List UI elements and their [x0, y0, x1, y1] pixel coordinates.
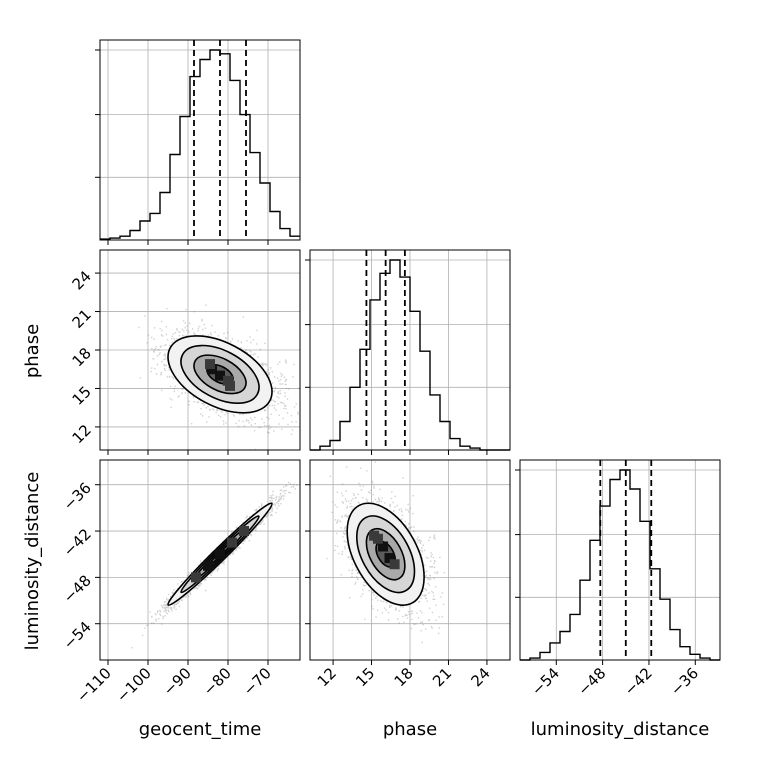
joint-geocent-time-phase-peak-cell-4	[225, 380, 235, 391]
y-tick-phase-4: 24	[69, 267, 95, 293]
x-tick-geocent-time-1: −100	[113, 664, 155, 706]
joint-geocent-time-phase	[138, 304, 300, 450]
joint-geocent-time-luminosity-distance-peak-cell-3	[191, 572, 201, 583]
histogram-luminosity-distance	[520, 469, 720, 661]
joint-geocent-time-luminosity-distance-peak-cell-1	[215, 549, 225, 560]
joint-geocent-time-phase-peak-cell-2	[223, 375, 233, 386]
x-tick-luminosity-distance-3: −36	[667, 664, 702, 699]
x-tick-phase-2: 18	[391, 664, 417, 690]
joint-geocent-time-phase-peak-cell-0	[207, 364, 217, 375]
y-tick-phase-3: 21	[69, 306, 95, 332]
x-tick-luminosity-distance-2: −42	[621, 664, 656, 699]
x-tick-geocent-time-3: −80	[200, 664, 235, 699]
x-axis-label-phase: phase	[383, 719, 437, 740]
x-tick-phase-1: 15	[352, 664, 378, 690]
x-axis-label-geocent-time: geocent_time	[139, 719, 262, 740]
y-tick-phase-1: 15	[69, 383, 95, 409]
joint-geocent-time-phase-peak-cell-3	[205, 359, 215, 370]
x-tick-geocent-time-2: −90	[160, 664, 195, 699]
y-tick-luminosity-distance-2: −42	[60, 525, 95, 560]
y-tick-luminosity-distance-3: −36	[60, 479, 95, 514]
histogram-geocent-time	[100, 49, 300, 240]
joint-phase-luminosity-distance-peak-cell-1	[384, 553, 395, 564]
joint-geocent-time-luminosity-distance-peak-cell-4	[239, 526, 249, 537]
x-tick-geocent-time-0: −110	[73, 664, 115, 706]
y-tick-phase-2: 18	[69, 344, 95, 370]
histogram-phase	[310, 259, 510, 451]
joint-phase-luminosity-distance-peak-cell-4	[369, 530, 380, 541]
x-tick-phase-4: 24	[468, 664, 494, 690]
x-tick-phase-3: 21	[429, 664, 455, 690]
joint-phase-luminosity-distance-peak-cell-3	[389, 559, 400, 570]
x-axis-label-luminosity-distance: luminosity_distance	[531, 719, 710, 740]
joint-geocent-time-luminosity-distance-peak-cell-0	[203, 560, 213, 571]
x-tick-luminosity-distance-0: −54	[528, 664, 563, 699]
y-axis-label-luminosity-distance: luminosity_distance	[22, 472, 43, 651]
y-tick-phase-0: 12	[69, 421, 95, 447]
joint-geocent-time-luminosity-distance-peak-cell-2	[227, 537, 237, 548]
x-tick-geocent-time-4: −70	[240, 664, 275, 699]
y-axis-label-phase: phase	[22, 324, 43, 378]
y-tick-luminosity-distance-0: −54	[60, 618, 95, 653]
joint-phase-luminosity-distance	[326, 461, 446, 644]
x-tick-luminosity-distance-1: −48	[574, 664, 609, 699]
joint-phase-luminosity-distance-peak-cell-0	[378, 541, 389, 552]
y-tick-luminosity-distance-1: −48	[60, 571, 95, 606]
joint-geocent-time-phase-peak-cell-1	[215, 370, 225, 381]
joint-geocent-time-luminosity-distance	[131, 481, 298, 649]
x-tick-phase-0: 12	[314, 664, 340, 690]
